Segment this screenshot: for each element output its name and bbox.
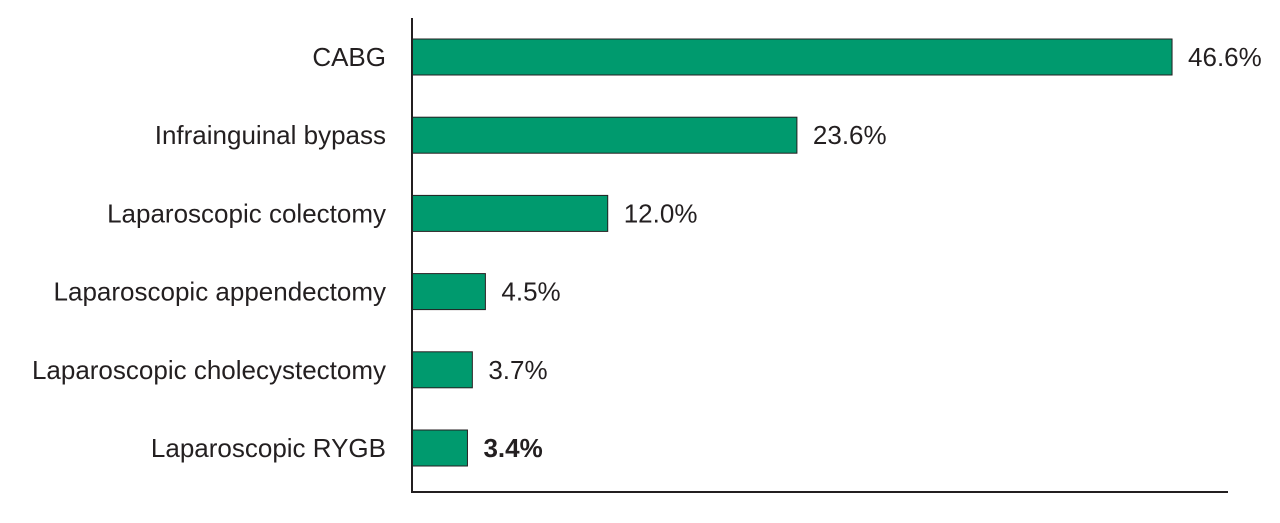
category-label-4: Laparoscopic cholecystectomy (32, 355, 386, 385)
value-label-4: 3.7% (488, 355, 547, 385)
bars-group (411, 38, 1173, 467)
category-label-0: CABG (312, 42, 386, 72)
category-label-5: Laparoscopic RYGB (151, 433, 386, 463)
bar-1 (411, 116, 798, 154)
category-label-2: Laparoscopic colectomy (107, 198, 386, 228)
value-label-3: 4.5% (501, 277, 560, 307)
bar-4 (411, 351, 473, 389)
value-labels-group: 46.6% 23.6% 12.0% 4.5% 3.7% 3.4% (483, 42, 1261, 463)
value-label-0: 46.6% (1188, 42, 1262, 72)
category-label-1: Infrainguinal bypass (155, 120, 386, 150)
category-labels-group: CABG Infrainguinal bypass Laparoscopic col… (32, 42, 386, 463)
bar-3 (411, 273, 486, 311)
value-label-2: 12.0% (624, 198, 698, 228)
value-label-1: 23.6% (813, 120, 887, 150)
bar-2 (411, 194, 609, 232)
bar-5 (411, 429, 468, 467)
category-label-3: Laparoscopic appendectomy (54, 277, 386, 307)
value-label-5: 3.4% (483, 433, 542, 463)
bar-0 (411, 38, 1173, 76)
